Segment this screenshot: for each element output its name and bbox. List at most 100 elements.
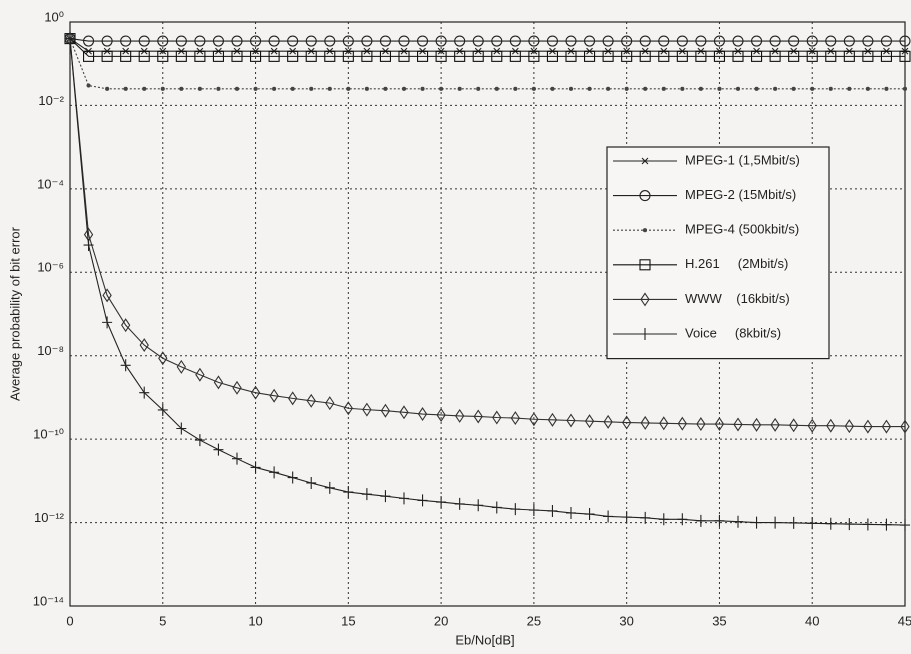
marker <box>640 512 650 524</box>
marker <box>458 87 461 90</box>
marker <box>161 87 164 90</box>
marker <box>752 517 762 529</box>
marker <box>473 499 483 511</box>
y-tick-label: 10⁻¹² <box>34 510 65 525</box>
marker <box>384 87 387 90</box>
marker <box>826 518 836 530</box>
marker <box>325 482 335 494</box>
marker <box>659 513 669 525</box>
marker <box>863 518 873 530</box>
marker <box>343 486 353 498</box>
marker <box>254 87 257 90</box>
marker <box>848 87 851 90</box>
marker <box>733 516 743 528</box>
marker <box>714 515 724 527</box>
page: Eb/No[dB] Average probability of bit err… <box>0 0 911 654</box>
marker <box>251 461 261 473</box>
marker <box>607 87 610 90</box>
marker <box>755 87 758 90</box>
marker <box>900 519 910 531</box>
marker <box>124 87 127 90</box>
marker <box>644 87 647 90</box>
marker <box>180 87 183 90</box>
marker <box>681 87 684 90</box>
marker <box>696 515 706 527</box>
chart: Eb/No[dB] Average probability of bit err… <box>0 0 911 654</box>
marker <box>477 87 480 90</box>
marker <box>770 517 780 529</box>
x-tick-label: 40 <box>805 613 819 628</box>
y-tick-label: 10⁻⁶ <box>37 260 64 275</box>
y-tick-label: 10⁰ <box>44 9 64 24</box>
marker <box>269 466 279 478</box>
marker <box>421 87 424 90</box>
marker <box>570 87 573 90</box>
y-tick-label: 10⁻¹⁰ <box>33 427 64 442</box>
marker <box>195 434 205 446</box>
marker <box>418 494 428 506</box>
marker <box>881 519 891 531</box>
x-tick-label: 20 <box>434 613 448 628</box>
marker <box>792 87 795 90</box>
marker <box>198 87 201 90</box>
marker <box>455 498 465 510</box>
legend-label: WWW (16kbit/s) <box>685 291 790 306</box>
marker <box>288 472 298 484</box>
marker <box>844 518 854 530</box>
marker <box>737 87 740 90</box>
marker <box>529 504 539 516</box>
x-tick-label: 35 <box>712 613 726 628</box>
marker <box>87 84 90 87</box>
y-tick-label: 10⁻⁴ <box>37 176 64 191</box>
marker <box>328 87 331 90</box>
marker <box>291 87 294 90</box>
y-tick-label: 10⁻² <box>38 93 64 108</box>
x-tick-label: 0 <box>66 613 73 628</box>
marker <box>789 517 799 529</box>
marker <box>885 87 888 90</box>
marker <box>532 87 535 90</box>
marker <box>403 87 406 90</box>
marker <box>399 492 409 504</box>
marker <box>102 316 112 328</box>
marker <box>677 513 687 525</box>
legend-label: MPEG-2 (15Mbit/s) <box>685 187 796 202</box>
marker <box>547 505 557 517</box>
marker <box>217 87 220 90</box>
marker <box>495 87 498 90</box>
marker <box>662 87 665 90</box>
y-tick-label: 10⁻¹⁴ <box>33 593 64 608</box>
marker <box>213 444 223 456</box>
y-axis-label: Average probability of bit error <box>7 226 22 401</box>
marker <box>625 87 628 90</box>
x-tick-label: 15 <box>341 613 355 628</box>
x-tick-label: 5 <box>159 613 166 628</box>
marker <box>143 87 146 90</box>
marker <box>273 87 276 90</box>
marker <box>380 490 390 502</box>
marker <box>829 87 832 90</box>
marker <box>436 496 446 508</box>
marker <box>622 511 632 523</box>
marker <box>440 87 443 90</box>
marker <box>588 87 591 90</box>
marker <box>603 510 613 522</box>
marker <box>807 517 817 529</box>
marker <box>774 87 777 90</box>
legend-label: MPEG-1 (1,5Mbit/s) <box>685 152 800 167</box>
x-tick-label: 30 <box>619 613 633 628</box>
marker <box>514 87 517 90</box>
marker <box>106 87 109 90</box>
marker <box>904 87 907 90</box>
series-line <box>70 39 905 89</box>
x-tick-label: 25 <box>527 613 541 628</box>
marker <box>310 87 313 90</box>
marker <box>84 239 94 251</box>
legend-label: MPEG-4 (500kbit/s) <box>685 222 799 237</box>
x-tick-label: 10 <box>248 613 262 628</box>
legend: MPEG-1 (1,5Mbit/s) MPEG-2 (15Mbit/s) MPEG-… <box>607 147 829 359</box>
marker <box>866 87 869 90</box>
marker <box>362 488 372 500</box>
legend-label: Voice (8kbit/s) <box>685 325 781 340</box>
x-axis-label: Eb/No[dB] <box>455 632 514 647</box>
